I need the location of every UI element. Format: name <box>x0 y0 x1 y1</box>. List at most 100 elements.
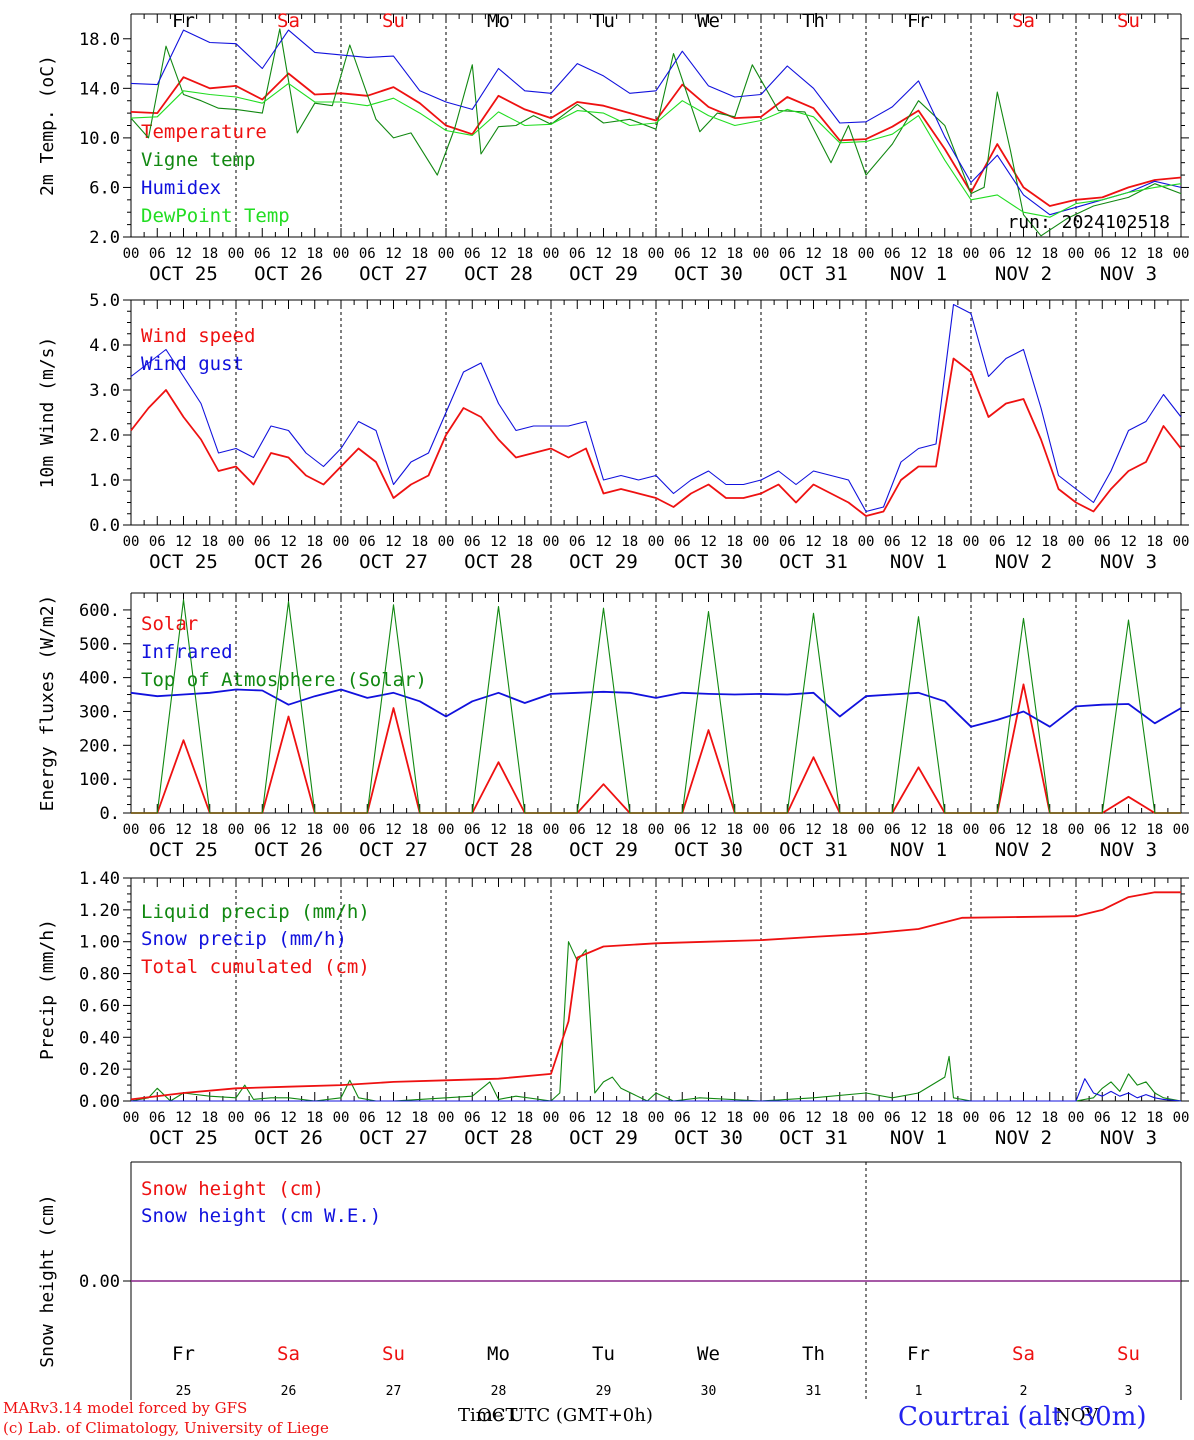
wind-hour-tick-label: 06 <box>674 534 691 550</box>
temp-legend-entry: Vigne temp <box>141 149 255 171</box>
snow-weekday-label: Sa <box>277 1343 300 1365</box>
precip-hour-tick-label: 06 <box>254 1110 271 1126</box>
temp-hour-tick-label: 18 <box>201 246 218 262</box>
precip-hour-tick-label: 06 <box>1094 1110 1111 1126</box>
wind-y-tick-label: 3.0 <box>89 381 120 401</box>
temp-legend-entry: DewPoint Temp <box>141 205 290 227</box>
energy-hour-tick-label: 12 <box>910 822 927 838</box>
energy-hour-tick-label: 18 <box>201 822 218 838</box>
temp-hour-tick-label: 00 <box>543 246 560 262</box>
precip-hour-tick-label: 18 <box>516 1110 533 1126</box>
energy-y-tick-label: 200. <box>79 736 120 756</box>
precip-hour-tick-label: 12 <box>385 1110 402 1126</box>
temp-hour-tick-label: 00 <box>963 246 980 262</box>
temp-date-label: OCT 31 <box>779 263 848 285</box>
precip-date-label: NOV 2 <box>995 1127 1052 1149</box>
energy-hour-tick-label: 18 <box>726 822 743 838</box>
energy-date-label: NOV 3 <box>1100 839 1157 861</box>
temp-series-temperature <box>130 72 1182 207</box>
energy-date-label: NOV 1 <box>890 839 947 861</box>
wind-y-tick-label: 4.0 <box>89 336 120 356</box>
energy-legend-entry: Solar <box>141 613 198 635</box>
precip-y-tick-label: 1.20 <box>79 901 120 921</box>
energy-date-label: OCT 25 <box>149 839 218 861</box>
temp-weekday-label: Mo <box>487 10 510 32</box>
temp-hour-tick-label: 12 <box>280 246 297 262</box>
temp-hour-tick-label: 06 <box>779 246 796 262</box>
snow-day-number-label: 28 <box>491 1384 507 1399</box>
energy-hour-tick-label: 12 <box>595 822 612 838</box>
precip-hour-tick-label: 06 <box>884 1110 901 1126</box>
temp-weekday-label: Su <box>1117 10 1140 32</box>
lab-credit: (c) Lab. of Climatology, University of L… <box>3 1419 329 1437</box>
wind-y-tick-label: 0.0 <box>89 516 120 536</box>
temp-hour-tick-label: 12 <box>700 246 717 262</box>
precip-hour-tick-label: 06 <box>569 1110 586 1126</box>
energy-hour-tick-label: 06 <box>149 822 166 838</box>
temp-y-tick-label: 18.0 <box>79 30 120 50</box>
month-overlay-nov: NOV <box>1055 1405 1099 1426</box>
energy-hour-tick-label: 12 <box>700 822 717 838</box>
temp-legend-entry: Temperature <box>141 121 267 143</box>
temp-hour-tick-label: 06 <box>989 246 1006 262</box>
energy-series-infrared <box>130 688 1182 728</box>
wind-hour-tick-label: 00 <box>963 534 980 550</box>
snow-weekday-label: Mo <box>487 1343 510 1365</box>
snow-weekday-label: Sa <box>1012 1343 1035 1365</box>
energy-hour-tick-label: 00 <box>123 822 140 838</box>
precip-hour-tick-label: 00 <box>648 1110 665 1126</box>
precip-hour-tick-label: 00 <box>963 1110 980 1126</box>
precip-legend-entry: Liquid precip (mm/h) <box>141 901 370 923</box>
wind-hour-tick-label: 00 <box>333 534 350 550</box>
wind-legend-entry: Wind speed <box>141 325 255 347</box>
precip-y-tick-label: 0.20 <box>79 1060 120 1080</box>
energy-hour-tick-label: 12 <box>1120 822 1137 838</box>
temp-hour-tick-label: 06 <box>674 246 691 262</box>
energy-hour-tick-label: 00 <box>1173 822 1190 838</box>
wind-hour-tick-label: 18 <box>411 534 428 550</box>
precip-hour-tick-label: 18 <box>1041 1110 1058 1126</box>
wind-hour-tick-label: 06 <box>989 534 1006 550</box>
energy-hour-tick-label: 06 <box>884 822 901 838</box>
snow-day-number-label: 25 <box>176 1384 192 1399</box>
wind-hour-tick-label: 06 <box>149 534 166 550</box>
energy-date-label: OCT 31 <box>779 839 848 861</box>
temp-hour-tick-label: 06 <box>359 246 376 262</box>
precip-y-tick-label: 0.40 <box>79 1028 120 1048</box>
precip-hour-tick-label: 06 <box>989 1110 1006 1126</box>
wind-date-label: OCT 31 <box>779 551 848 573</box>
temp-hour-tick-label: 18 <box>936 246 953 262</box>
precip-hour-tick-label: 12 <box>490 1110 507 1126</box>
wind-hour-tick-label: 18 <box>201 534 218 550</box>
energy-y-tick-label: 300. <box>79 702 120 722</box>
wind-hour-tick-label: 18 <box>726 534 743 550</box>
precip-hour-tick-label: 18 <box>831 1110 848 1126</box>
energy-hour-tick-label: 06 <box>569 822 586 838</box>
wind-hour-tick-label: 06 <box>359 534 376 550</box>
wind-hour-tick-label: 00 <box>228 534 245 550</box>
energy-hour-tick-label: 00 <box>1068 822 1085 838</box>
temp-hour-tick-label: 18 <box>516 246 533 262</box>
precip-date-label: OCT 30 <box>674 1127 743 1149</box>
energy-y-axis-label: Energy fluxes (W/m2) <box>37 595 58 812</box>
temp-hour-tick-label: 18 <box>726 246 743 262</box>
precip-date-label: OCT 25 <box>149 1127 218 1149</box>
temp-hour-tick-label: 00 <box>123 246 140 262</box>
temp-hour-tick-label: 06 <box>569 246 586 262</box>
precip-y-tick-label: 0.60 <box>79 996 120 1016</box>
snow-y-tick-label: 0.00 <box>79 1272 120 1292</box>
precip-date-label: OCT 29 <box>569 1127 638 1149</box>
temp-y-tick-label: 14.0 <box>79 79 120 99</box>
energy-hour-tick-label: 18 <box>411 822 428 838</box>
temp-hour-tick-label: 18 <box>1146 246 1163 262</box>
snow-weekday-label: Th <box>802 1343 825 1365</box>
temp-weekday-label: Th <box>802 10 825 32</box>
energy-legend-entry: Top of Atmosphere (Solar) <box>141 669 427 691</box>
energy-hour-tick-label: 00 <box>963 822 980 838</box>
temp-weekday-label: Sa <box>277 10 300 32</box>
energy-hour-tick-label: 18 <box>516 822 533 838</box>
temp-date-label: NOV 3 <box>1100 263 1157 285</box>
precip-hour-tick-label: 18 <box>201 1110 218 1126</box>
energy-hour-tick-label: 12 <box>385 822 402 838</box>
precip-hour-tick-label: 18 <box>726 1110 743 1126</box>
